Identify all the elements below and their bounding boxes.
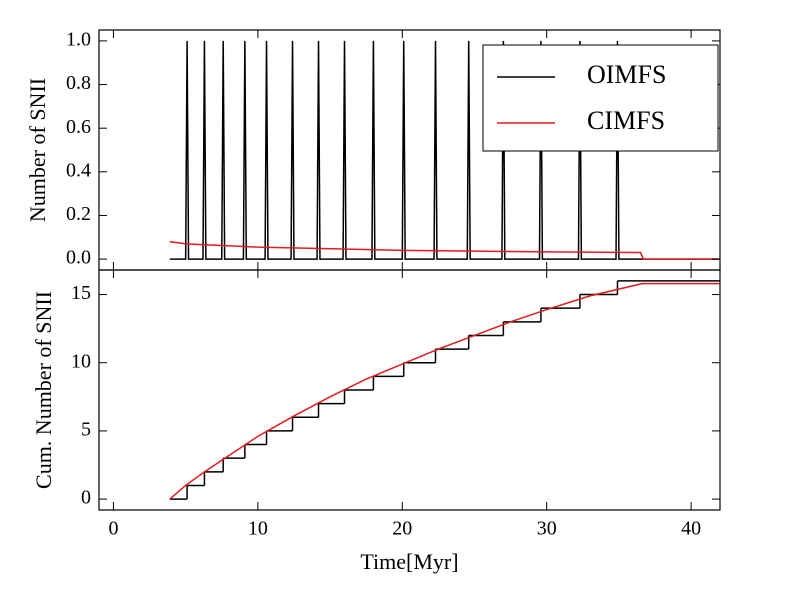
y-tick-label: 0.8 bbox=[66, 72, 91, 94]
series-line bbox=[169, 282, 720, 500]
y-tick-label: 5 bbox=[81, 419, 91, 441]
y-tick-label: 0.2 bbox=[66, 203, 91, 225]
legend-label: OIMFS bbox=[587, 60, 666, 89]
x-tick-label: 20 bbox=[392, 518, 412, 540]
axes-frame bbox=[98, 269, 721, 511]
y-tick-label: 0.0 bbox=[66, 247, 91, 269]
x-tick-label: 40 bbox=[681, 518, 701, 540]
plot-area bbox=[169, 280, 720, 500]
legend-box bbox=[482, 44, 719, 152]
y-tick-label: 0.6 bbox=[66, 116, 91, 138]
y-tick-label: 15 bbox=[71, 282, 91, 304]
y-axis-label: Number of SNII bbox=[25, 78, 50, 222]
legend-label: CIMFS bbox=[587, 106, 665, 135]
x-axis-label: Time[Myr] bbox=[360, 549, 458, 574]
series-line bbox=[169, 240, 720, 260]
y-tick-label: 0 bbox=[81, 487, 91, 509]
x-tick-label: 10 bbox=[248, 518, 268, 540]
y-tick-label: 1.0 bbox=[66, 29, 91, 51]
x-tick-label: 0 bbox=[108, 518, 118, 540]
y-tick-label: 0.4 bbox=[66, 159, 91, 181]
x-tick-label: 30 bbox=[537, 518, 557, 540]
y-axis-label: Cum. Number of SNII bbox=[31, 291, 56, 489]
y-tick-label: 10 bbox=[71, 350, 91, 372]
